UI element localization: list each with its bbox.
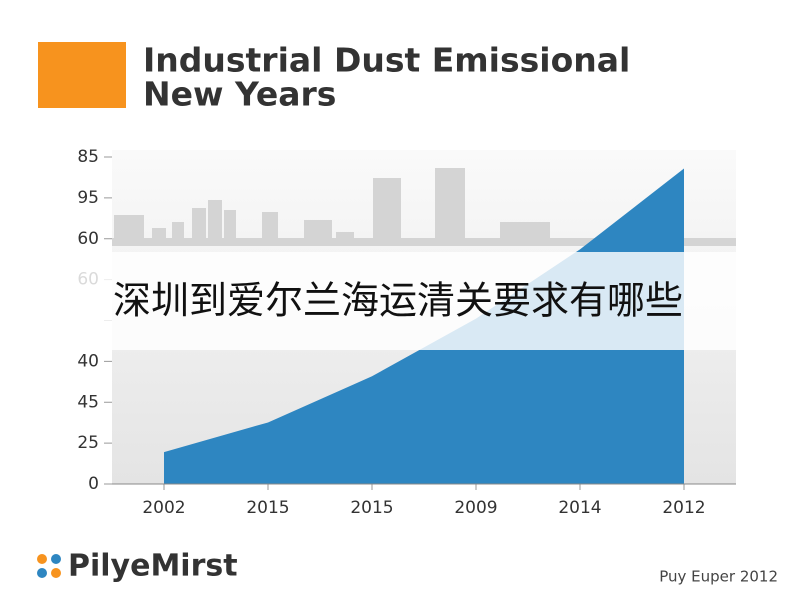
y-tick-label: 40 (77, 351, 99, 371)
x-tick-label: 2015 (350, 498, 393, 518)
y-tick-label: 85 (77, 147, 99, 167)
y-tick-label: 0 (88, 474, 99, 494)
x-tick-label: 2002 (142, 498, 185, 518)
skyline (112, 168, 736, 246)
x-tick-label: 2015 (246, 498, 289, 518)
logo-text: PilyeMirst (68, 549, 238, 584)
y-tick-label: 60 (77, 229, 99, 249)
y-tick-label: 95 (77, 188, 99, 208)
chart-title: Industrial Dust Emissional (143, 41, 630, 80)
chart-title: New Years (143, 75, 336, 114)
x-tick-label: 2009 (454, 498, 497, 518)
y-tick-label: 25 (77, 433, 99, 453)
source: Puy Euper 2012 (659, 568, 778, 586)
overlay-text: 深圳到爱尔兰海运清关要求有哪些 (113, 279, 683, 323)
y-tick-label: 45 (77, 392, 99, 412)
x-tick-label: 2014 (558, 498, 601, 518)
area (164, 168, 684, 484)
title-square (38, 42, 126, 108)
overlay-banner (30, 252, 770, 350)
x-tick-label: 2012 (662, 498, 705, 518)
logo-dots (37, 554, 61, 578)
